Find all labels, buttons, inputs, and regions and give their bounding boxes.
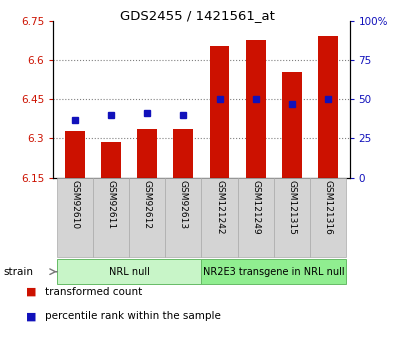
Bar (246, 40, 265, 178)
Text: GSM92612: GSM92612 (143, 180, 152, 229)
Bar (57, 178, 93, 257)
Text: GSM121315: GSM121315 (287, 180, 296, 235)
Bar (282, 72, 302, 178)
Text: GSM92611: GSM92611 (107, 180, 116, 229)
Bar (137, 129, 157, 178)
Text: GDS2455 / 1421561_at: GDS2455 / 1421561_at (120, 9, 275, 22)
Bar (101, 142, 121, 178)
Bar (274, 178, 310, 257)
Text: NR2E3 transgene in NRL null: NR2E3 transgene in NRL null (203, 267, 344, 277)
Text: NRL null: NRL null (109, 267, 150, 277)
Text: GSM92613: GSM92613 (179, 180, 188, 229)
Bar (210, 46, 229, 178)
Bar (237, 178, 274, 257)
Bar (57, 259, 201, 284)
Text: transformed count: transformed count (45, 287, 143, 296)
Text: ■: ■ (26, 312, 37, 321)
Text: GSM121316: GSM121316 (324, 180, 333, 235)
Bar (129, 178, 166, 257)
Bar (173, 129, 193, 178)
Bar (201, 259, 346, 284)
Bar (65, 131, 85, 178)
Bar (166, 178, 201, 257)
Text: percentile rank within the sample: percentile rank within the sample (45, 312, 221, 321)
Text: ■: ■ (26, 287, 37, 296)
Bar (310, 178, 346, 257)
Bar (201, 178, 237, 257)
Text: GSM92610: GSM92610 (70, 180, 79, 229)
Text: GSM121242: GSM121242 (215, 180, 224, 235)
Bar (318, 36, 338, 178)
Text: GSM121249: GSM121249 (251, 180, 260, 235)
Text: strain: strain (3, 267, 33, 277)
Bar (93, 178, 129, 257)
